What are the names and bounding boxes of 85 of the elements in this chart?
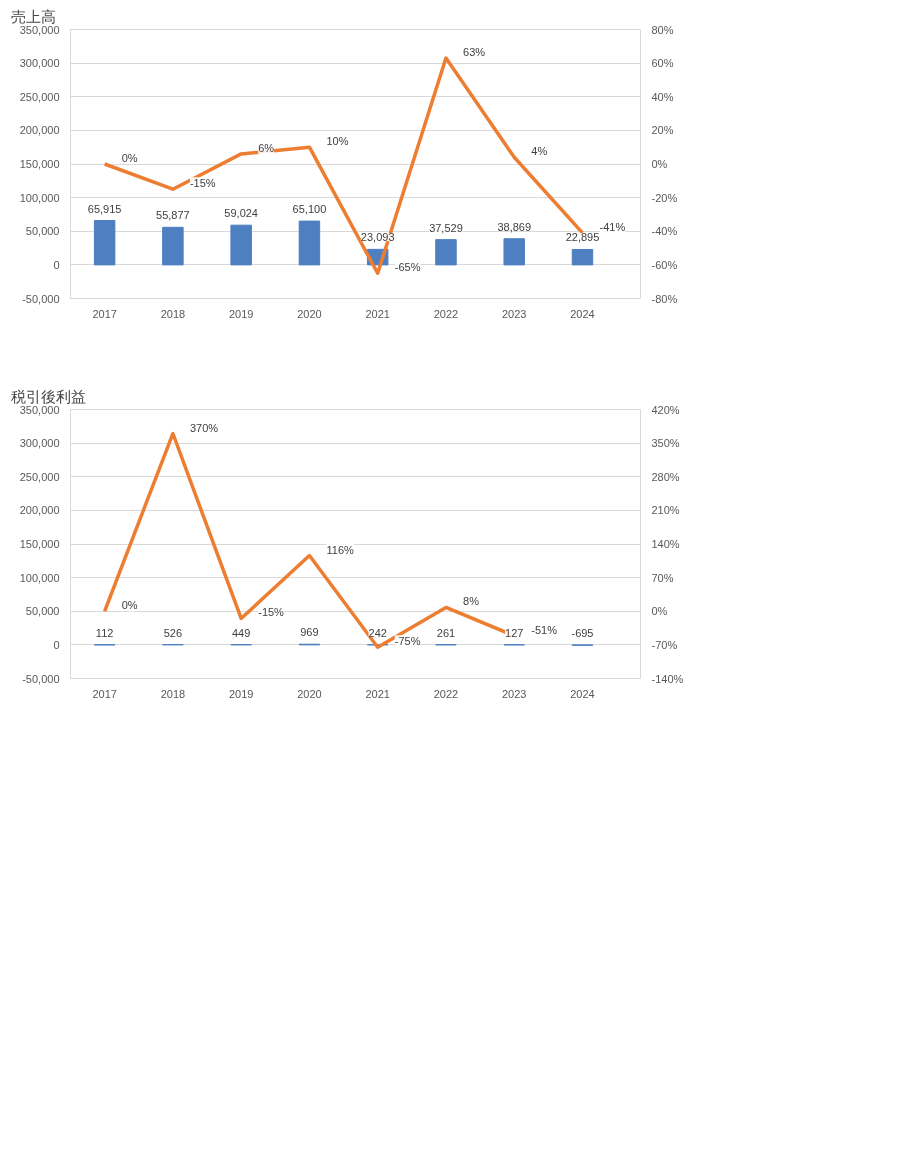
data-label: -41% [599, 220, 626, 233]
y2-tick-label: -60% [651, 258, 678, 271]
data-label: 127 [505, 626, 524, 639]
data-label: 261 [436, 626, 456, 639]
y-tick-label: 0 [53, 258, 60, 271]
chart-title: 売上高 [10, 7, 56, 25]
data-label: 65,915 [87, 202, 122, 215]
x-tick-label: 2018 [160, 687, 186, 700]
data-label: 59,024 [224, 207, 258, 220]
y2-tick-label: -20% [651, 191, 678, 204]
x-tick-label: 2018 [160, 307, 186, 320]
y-tick-label: 150,000 [19, 538, 60, 550]
data-label: 55,877 [156, 209, 190, 222]
y2-tick-label: 350% [651, 437, 680, 450]
data-label: 6% [258, 141, 275, 154]
y-tick-label: 200,000 [19, 504, 60, 517]
y-tick-label: 100,000 [19, 191, 60, 204]
data-label: -15% [258, 606, 285, 619]
y-tick-label: 150,000 [19, 158, 60, 170]
y2-tick-label: 420% [651, 403, 680, 416]
x-tick-label: 2020 [297, 307, 322, 320]
data-label: 63% [463, 46, 486, 59]
y-tick-label: 200,000 [19, 124, 60, 137]
y2-tick-label: 70% [651, 571, 674, 584]
x-tick-label: 2019 [228, 307, 254, 320]
data-label: 8% [463, 595, 480, 608]
y2-tick-label: 210% [651, 504, 680, 517]
data-label: 0% [121, 599, 138, 612]
x-tick-label: 2019 [228, 687, 254, 700]
data-label: 370% [189, 421, 219, 434]
data-label: 37,529 [429, 221, 463, 234]
y-tick-label: 300,000 [19, 437, 60, 450]
x-tick-label: 2022 [433, 307, 459, 320]
data-label: -695 [571, 627, 594, 640]
data-label: -15% [189, 177, 216, 190]
data-label: 449 [231, 626, 251, 639]
x-tick-label: 2024 [570, 307, 595, 320]
x-tick-label: 2020 [297, 687, 322, 700]
data-label: 65,100 [292, 203, 327, 216]
x-tick-label: 2024 [570, 687, 595, 700]
y2-tick-label: 20% [651, 124, 674, 137]
x-tick-label: 2023 [501, 687, 527, 700]
y2-tick-label: 140% [651, 538, 680, 550]
data-label: 0% [121, 152, 138, 164]
y2-tick-label: 280% [651, 470, 680, 483]
data-label: 23,093 [360, 231, 395, 244]
y2-tick-label: 60% [651, 57, 674, 70]
y-tick-label: 0 [53, 638, 60, 651]
data-label: 116% [326, 543, 355, 556]
y-tick-label: 250,000 [19, 90, 60, 103]
data-label: -75% [394, 635, 421, 648]
data-label: 38,869 [497, 220, 532, 233]
x-tick-label: 2017 [92, 687, 117, 700]
data-label: 4% [531, 145, 548, 158]
y-tick-label: 350,000 [19, 23, 60, 36]
data-label: -51% [531, 623, 558, 636]
x-tick-label: 2022 [433, 687, 459, 700]
y-tick-label: 50,000 [25, 225, 60, 238]
data-label: 22,895 [565, 231, 600, 244]
x-tick-label: 2021 [365, 307, 390, 320]
y2-tick-label: -140% [651, 672, 684, 685]
y-tick-label: 50,000 [25, 605, 60, 618]
x-tick-label: 2023 [501, 307, 527, 320]
y-tick-label: -50,000 [22, 292, 60, 305]
y2-tick-label: 40% [651, 90, 674, 103]
y2-tick-label: -80% [651, 292, 678, 305]
y2-tick-label: 80% [651, 23, 674, 36]
y-tick-label: 350,000 [19, 403, 60, 416]
data-label: 10% [326, 135, 349, 148]
data-label: 242 [368, 626, 387, 639]
y2-tick-label: 0% [651, 605, 668, 618]
data-label: -65% [394, 261, 421, 274]
data-label: 969 [300, 626, 319, 639]
y2-tick-label: -70% [651, 638, 678, 651]
y-tick-label: 300,000 [19, 57, 60, 70]
y-tick-label: 250,000 [19, 470, 60, 483]
y-tick-label: -50,000 [22, 672, 60, 685]
x-tick-label: 2017 [92, 307, 117, 320]
chart-title: 税引後利益 [10, 387, 86, 405]
data-label: 526 [163, 626, 183, 639]
data-label: 112 [95, 626, 114, 639]
y-tick-label: 100,000 [19, 571, 60, 584]
y2-tick-label: -40% [651, 225, 678, 238]
y2-tick-label: 0% [651, 158, 668, 170]
x-tick-label: 2021 [365, 687, 390, 700]
